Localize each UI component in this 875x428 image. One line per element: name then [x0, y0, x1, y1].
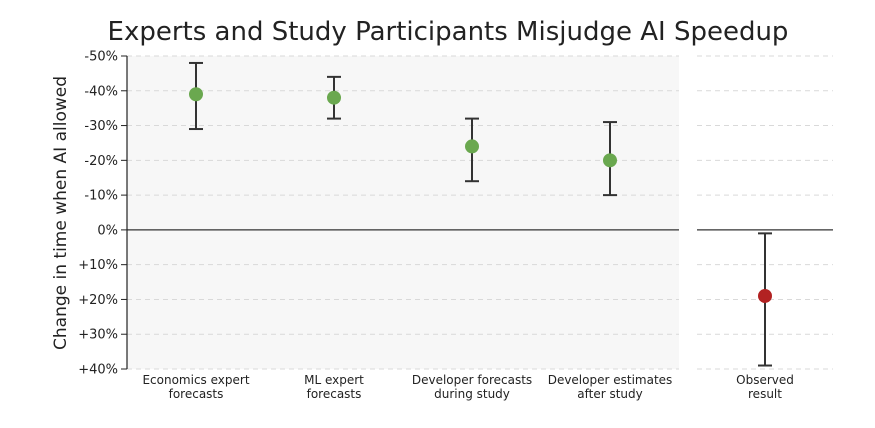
category-label: result [748, 387, 782, 401]
plot-area: -50% -40% -30% -20% -10% 0% +10% +20% +30% +40% Ec… [78, 50, 833, 401]
category-label: forecasts [169, 387, 224, 401]
category-label: ML expert [304, 373, 364, 387]
y-tick-label: +20% [78, 293, 118, 308]
data-point [603, 153, 617, 168]
y-tick-label: +30% [78, 328, 118, 343]
category-label: Developer estimates [548, 373, 673, 387]
category-label: Economics expert [142, 373, 249, 387]
data-point [189, 87, 203, 102]
y-axis-label: Change in time when AI allowed [51, 76, 71, 350]
data-point [758, 288, 772, 303]
y-tick-label: -50% [84, 50, 118, 65]
category-label: after study [577, 387, 642, 401]
category-label: Developer forecasts [412, 373, 532, 387]
data-point [465, 139, 479, 154]
data-point [327, 90, 341, 105]
y-tick-label: +10% [78, 258, 118, 273]
y-tick-label: -40% [84, 84, 118, 99]
category-label: Observed [736, 373, 794, 387]
category-label: during study [434, 387, 510, 401]
y-tick-label: -20% [84, 154, 118, 169]
y-tick-label: +40% [78, 363, 118, 378]
y-tick-label: -30% [84, 119, 118, 134]
y-tick-label: -10% [84, 189, 118, 204]
panel-background [127, 56, 679, 369]
y-tick-label: 0% [97, 223, 118, 238]
chart-title: Experts and Study Participants Misjudge … [108, 17, 789, 47]
category-label: forecasts [307, 387, 362, 401]
